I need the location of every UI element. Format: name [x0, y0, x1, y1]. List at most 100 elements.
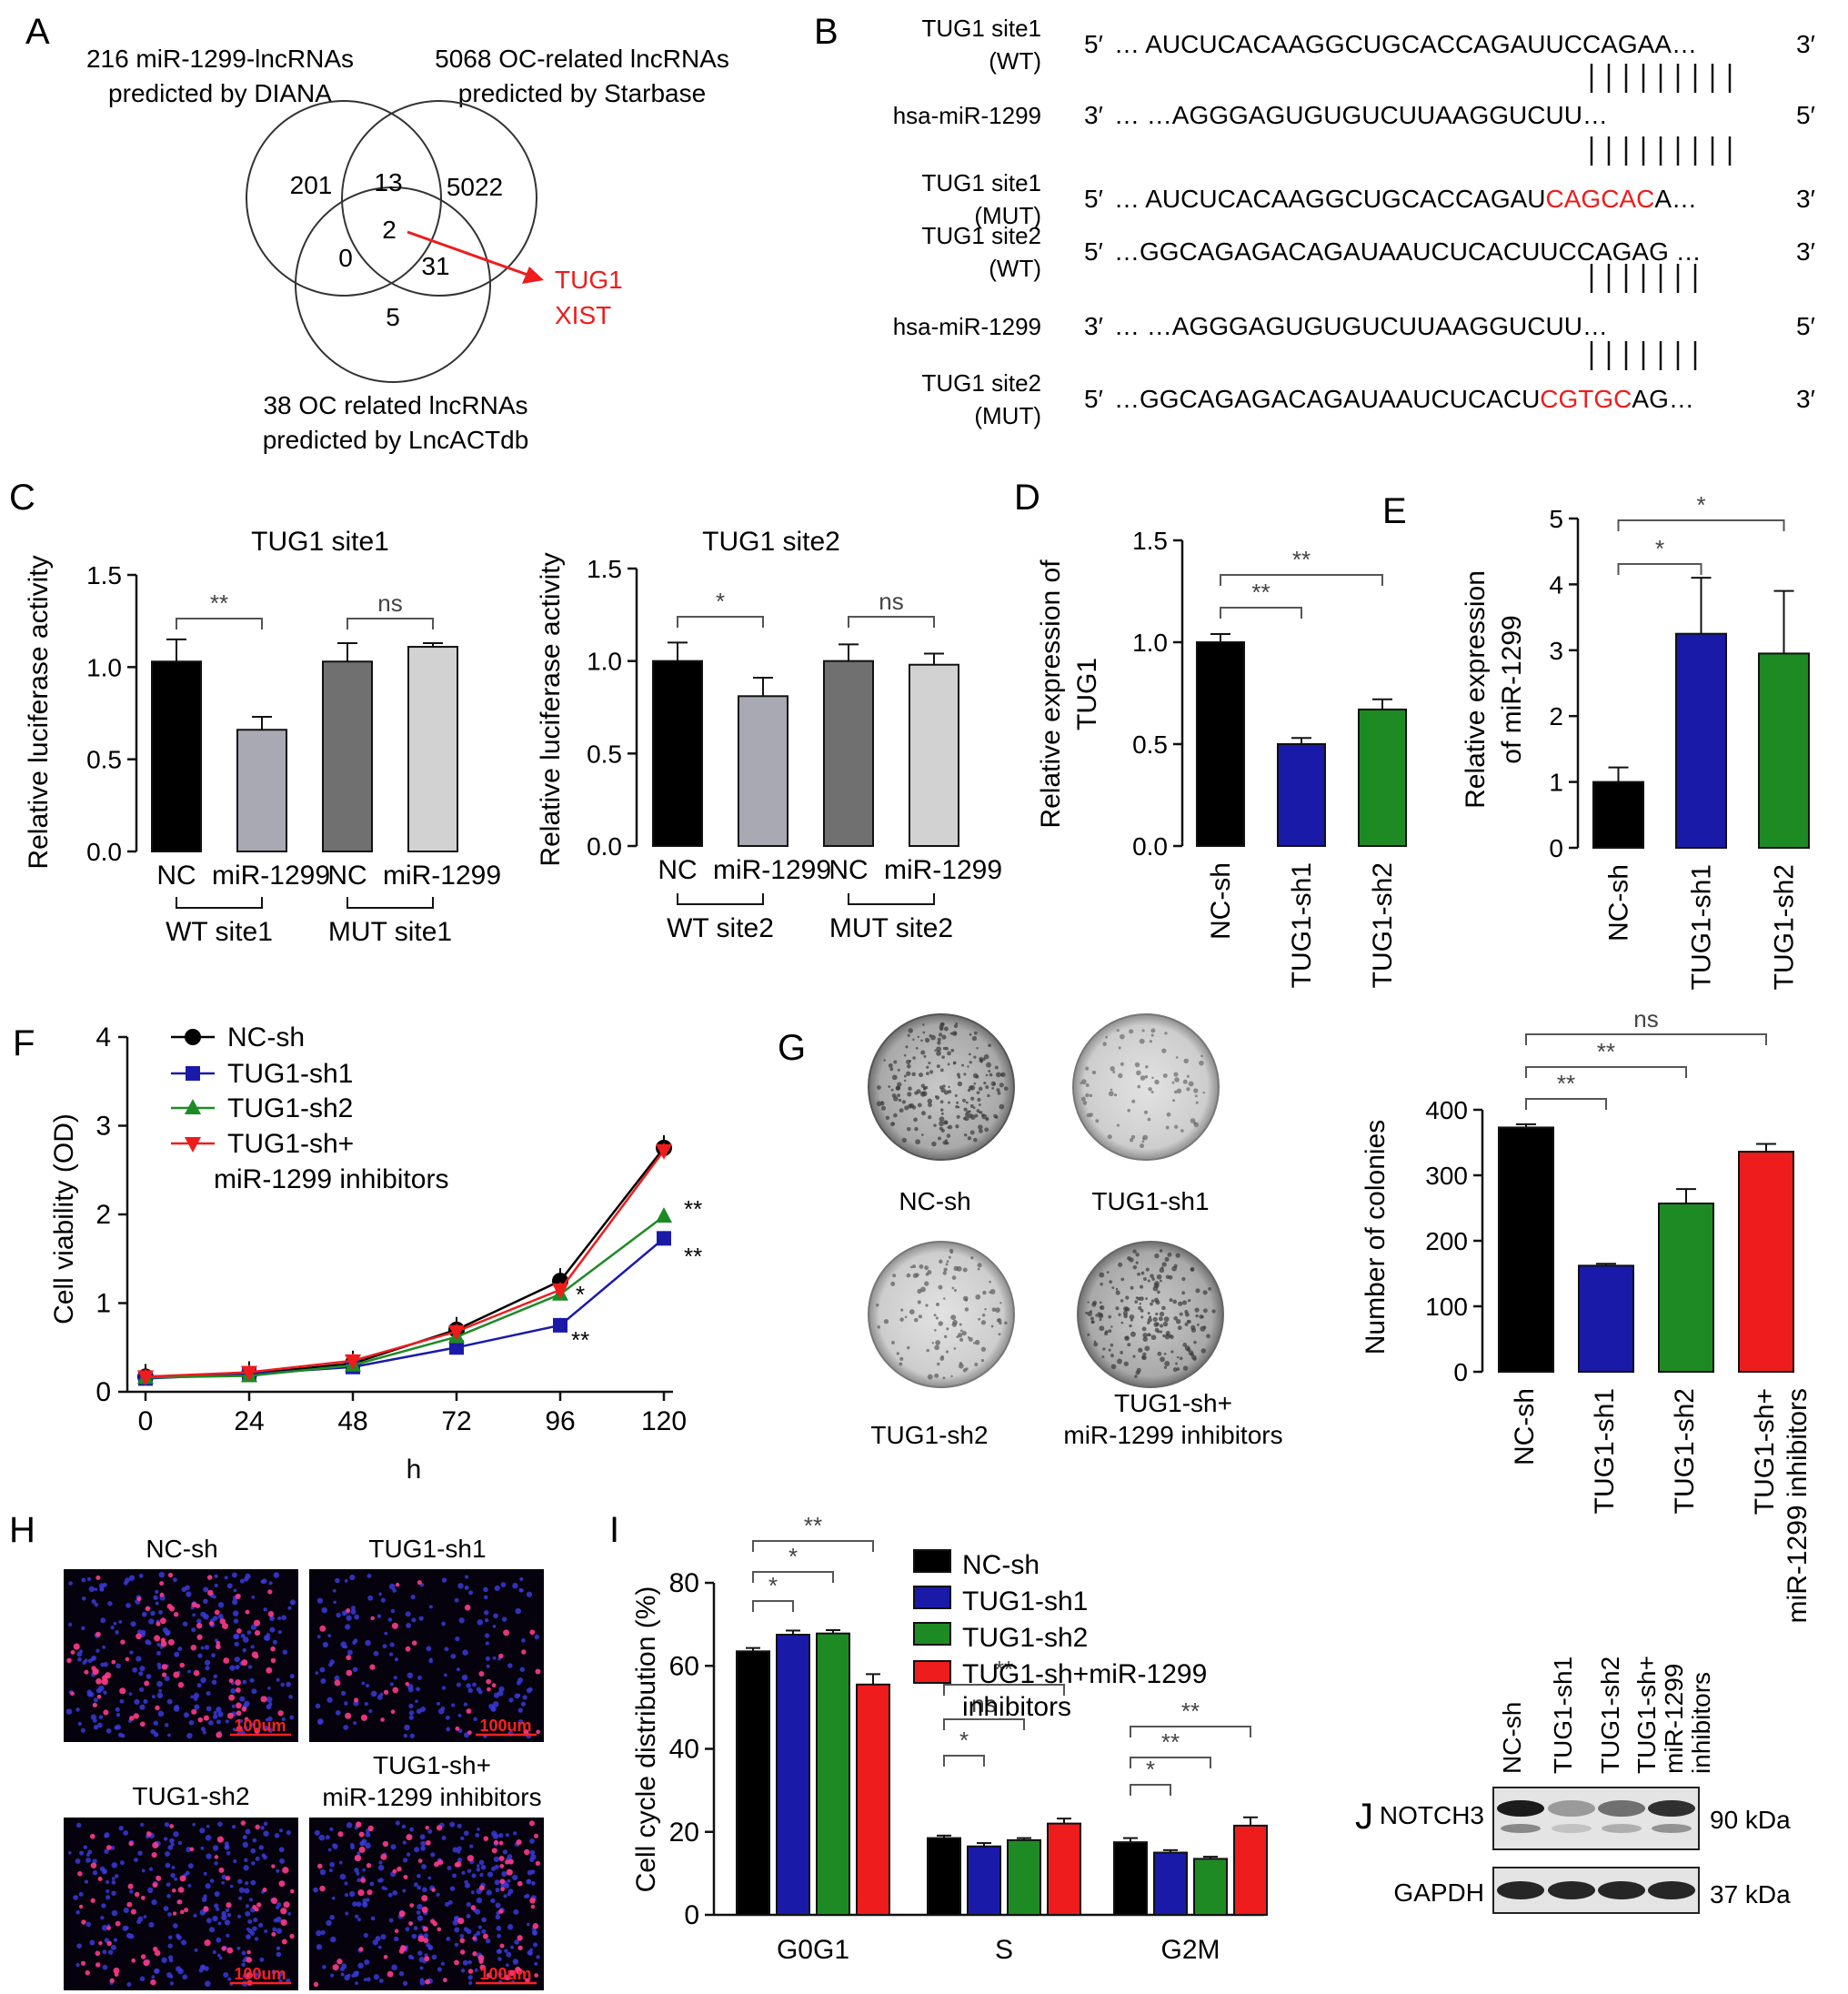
colony-dot — [893, 1113, 898, 1118]
colony-dot — [955, 1022, 959, 1025]
nucleus-dot — [165, 1851, 170, 1857]
nucleus-dot — [206, 1706, 212, 1712]
nucleus-dot — [467, 1868, 472, 1873]
colony-dot — [888, 1085, 891, 1089]
colony-dot — [890, 1281, 896, 1286]
nucleus-dot — [232, 1727, 236, 1731]
colony-dot — [1080, 1096, 1086, 1102]
edu-positive-dot — [524, 1848, 530, 1856]
edu-positive-dot — [431, 1888, 436, 1892]
colony-dot — [1152, 1316, 1158, 1323]
colony-dot — [969, 1032, 972, 1036]
colony-dot — [1141, 1029, 1145, 1032]
nucleus-dot — [276, 1868, 280, 1873]
nucleus-dot — [268, 1581, 273, 1586]
y-tick-label: 20 — [669, 1818, 699, 1848]
nucleus-dot — [426, 1942, 431, 1948]
seq-prime-3: 3′ — [1796, 385, 1815, 413]
nucleus-dot — [113, 1938, 118, 1942]
colony-dot — [999, 1321, 1002, 1325]
sig-bracket — [1617, 563, 1702, 575]
edu-positive-dot — [254, 1654, 259, 1659]
colony-dot — [935, 1340, 941, 1345]
x-tick-label: TUG1-sh2 — [1368, 862, 1398, 988]
nucleus-dot — [485, 1656, 490, 1661]
nucleus-dot — [289, 1599, 296, 1606]
nucleus-dot — [105, 1895, 111, 1900]
nucleus-dot — [344, 1893, 348, 1898]
legend-marker — [185, 1099, 201, 1114]
nucleus-dot — [155, 1589, 159, 1595]
colony-dot — [1085, 1093, 1090, 1098]
nucleus-dot — [214, 1574, 218, 1578]
venn-set3-line1: 38 OC related lncRNAs — [263, 391, 527, 419]
sequence-alignment: TUG1 site1(WT)5′… AUCUCACAAGGCUGCACCAGAU… — [893, 15, 1815, 429]
colony-dot — [979, 1060, 983, 1063]
nucleus-dot — [431, 1954, 437, 1960]
nucleus-dot — [75, 1909, 80, 1915]
nucleus-dot — [203, 1586, 209, 1593]
nucleus-dot — [226, 1850, 231, 1856]
nucleus-dot — [166, 1882, 171, 1888]
nucleus-dot — [413, 1926, 418, 1930]
nucleus-dot — [420, 1840, 427, 1847]
edu-positive-dot — [92, 1667, 99, 1676]
edu-positive-dot — [169, 1824, 175, 1828]
colony-dot — [964, 1307, 969, 1312]
nucleus-dot — [105, 1727, 112, 1734]
bar — [1498, 1126, 1554, 1373]
colony-dot — [973, 1055, 977, 1059]
nucleus-dot — [276, 1902, 282, 1908]
nucleus-dot — [242, 1679, 247, 1685]
nucleus-dot — [119, 1698, 125, 1704]
nucleus-dot — [436, 1892, 440, 1897]
nucleus-dot — [177, 1647, 183, 1652]
edu-positive-dot — [80, 1960, 86, 1966]
colony-dot — [944, 1121, 949, 1125]
nucleus-dot — [100, 1587, 105, 1592]
nucleus-dot — [216, 1937, 222, 1943]
colony-dot — [953, 1265, 959, 1272]
colony-dot — [945, 1263, 949, 1266]
nucleus-dot — [130, 1621, 136, 1627]
nucleus-dot — [520, 1701, 527, 1707]
venn-set1-line1: 216 miR-1299-lncRNAs — [86, 45, 354, 73]
nucleus-dot — [409, 1733, 415, 1738]
colony-dot — [985, 1073, 989, 1077]
colony-dot — [1150, 1033, 1154, 1037]
nucleus-dot — [508, 1697, 514, 1703]
x-tick-label: 72 — [441, 1406, 471, 1436]
nucleus-dot — [408, 1703, 414, 1709]
colony-dot — [1123, 1361, 1130, 1366]
colony-dot — [1147, 1117, 1151, 1122]
edu-positive-dot — [190, 1644, 197, 1651]
colony-dot — [1194, 1094, 1198, 1098]
edu-positive-dot — [454, 1959, 459, 1966]
colony-dot — [978, 1124, 983, 1130]
colony-dot — [912, 1056, 916, 1060]
colony-dot — [1150, 1091, 1154, 1094]
nucleus-dot — [173, 1831, 179, 1838]
nucleus-dot — [268, 1702, 273, 1707]
colony-dot — [1142, 1352, 1147, 1356]
colony-dot — [1141, 1355, 1144, 1358]
x-tick-label: miR-1299 inhibitors — [1783, 1388, 1813, 1623]
nucleus-dot — [226, 1912, 232, 1918]
colony-dot — [1110, 1066, 1115, 1072]
venn-r12: 13 — [374, 168, 402, 196]
nucleus-dot — [536, 1955, 540, 1959]
y-tick-label: 0.0 — [1132, 832, 1168, 861]
nucleus-dot — [263, 1830, 269, 1837]
colony-dot — [1163, 1365, 1168, 1369]
nucleus-dot — [78, 1891, 84, 1897]
edu-positive-dot — [409, 1903, 415, 1908]
nucleus-dot — [172, 1923, 178, 1929]
edu-positive-dot — [503, 1629, 510, 1636]
colony-dot — [907, 1033, 910, 1037]
y-axis-label: of miR-1299 — [1497, 615, 1527, 763]
nucleus-dot — [113, 1621, 117, 1626]
blot-size-gapdh: 37 kDa — [1710, 1880, 1791, 1908]
nucleus-dot — [267, 1727, 273, 1733]
nucleus-dot — [115, 1707, 120, 1712]
sig-bracket — [1130, 1757, 1211, 1768]
